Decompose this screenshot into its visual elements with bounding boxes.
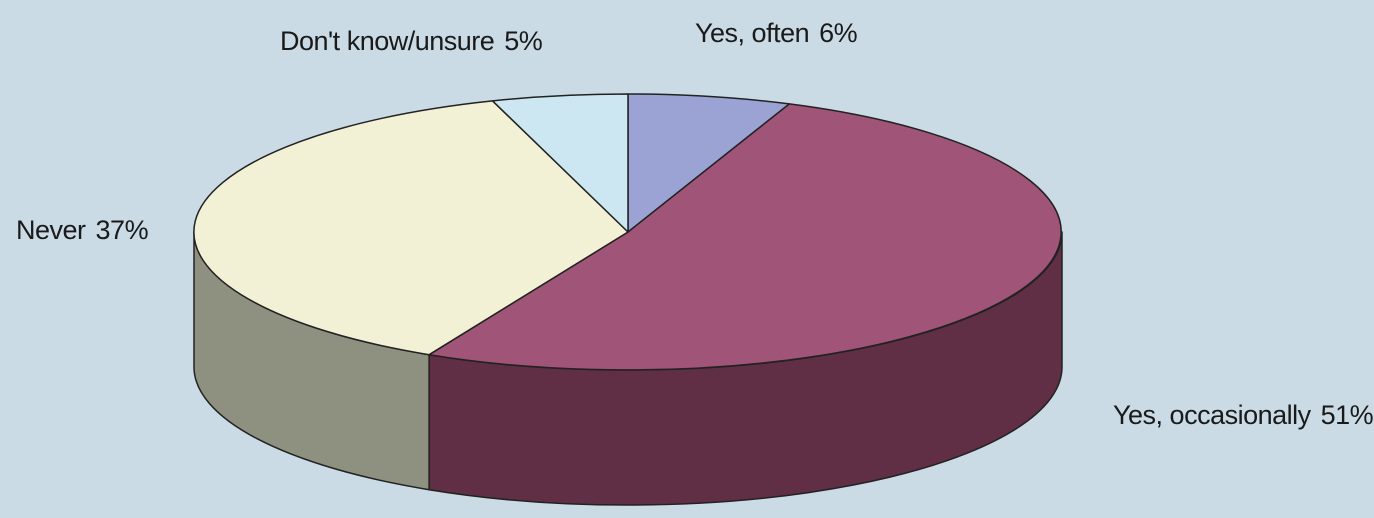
pie-slice-don-t-know-unsure [491, 93, 629, 233]
pie-tops [193, 93, 1062, 371]
pie-labels: Yes, often 6% Yes, occasionally 51% Never 3… [16, 18, 1374, 430]
slice-label-never: Never 37% [16, 215, 149, 245]
slice-label-yes-often: Yes, often 6% [695, 18, 858, 48]
slice-label-dont-know: Don't know/unsure 5% [280, 26, 543, 56]
slice-label-yes-occasionally: Yes, occasionally 51% [1113, 400, 1374, 430]
pie-slice-yes-often [627, 93, 791, 233]
pie-slice-yes-occasionally [428, 103, 1062, 371]
pie-slice-never [193, 100, 629, 356]
